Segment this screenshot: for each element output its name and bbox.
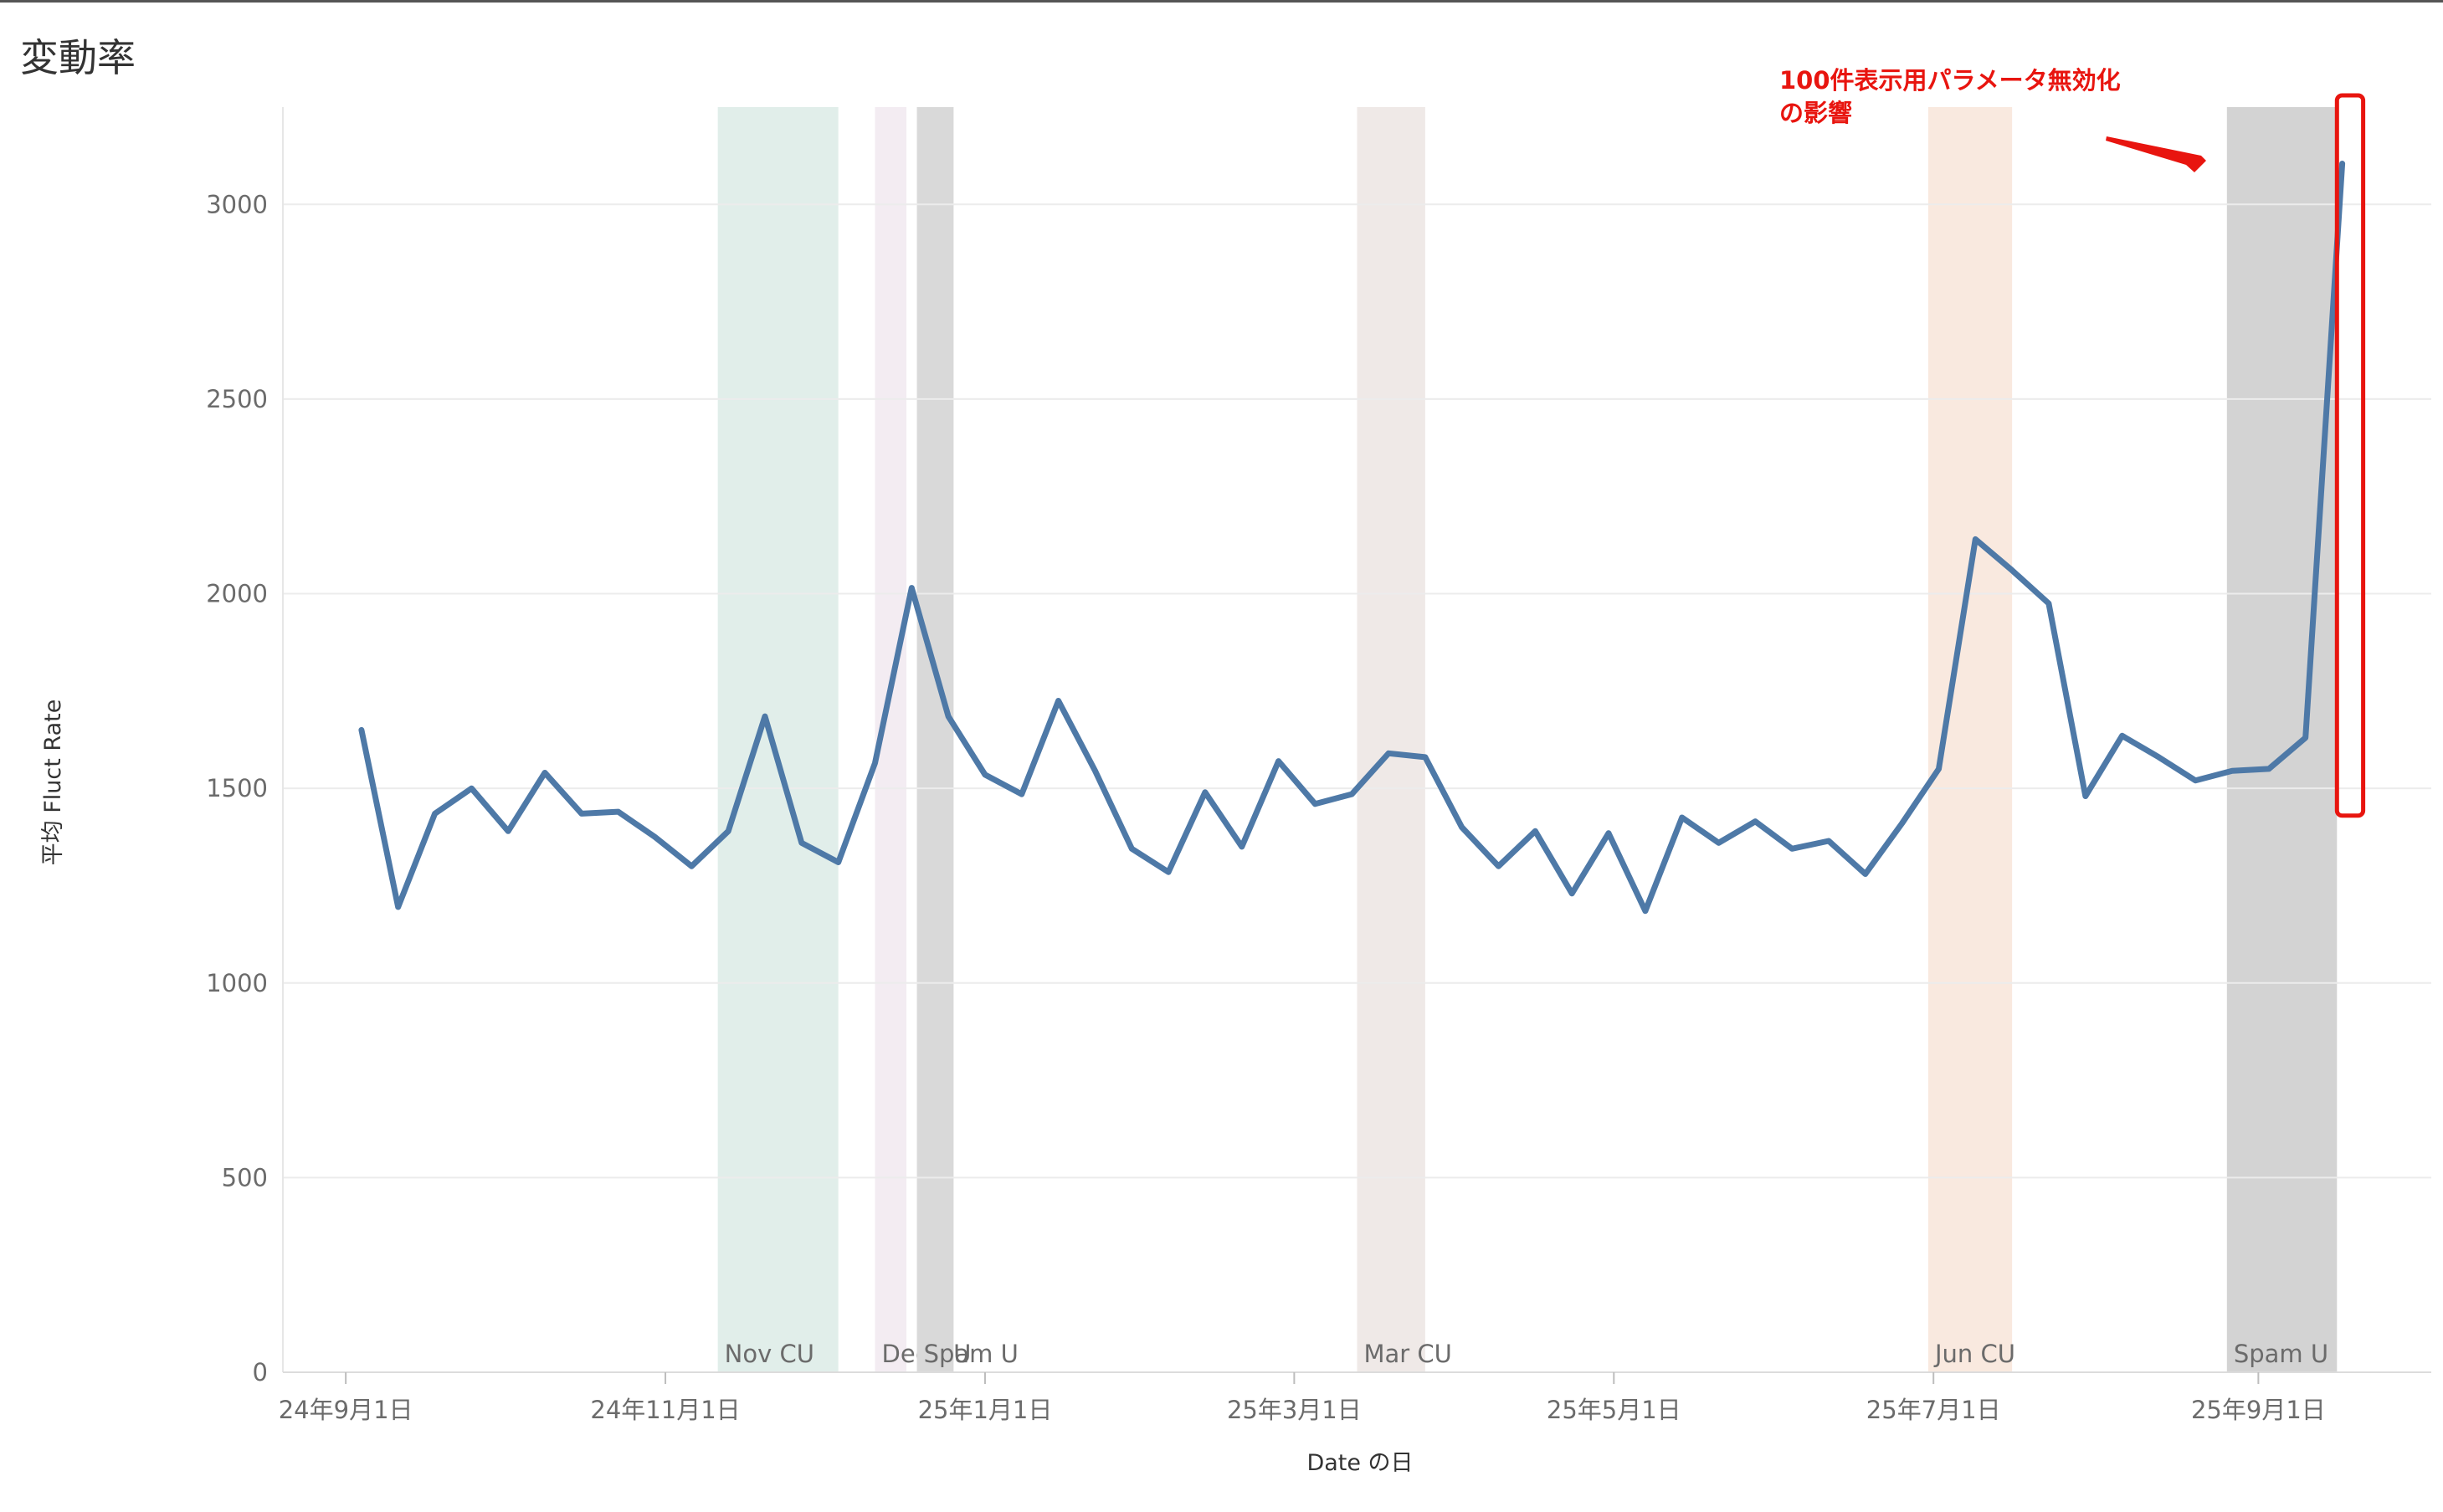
y-tick-label-5: 2500 (206, 385, 268, 413)
data-point (1092, 768, 1098, 774)
x-tick-label-0: 24年9月1日 (279, 1396, 413, 1424)
data-point (432, 811, 438, 817)
data-point (1422, 754, 1428, 760)
y-tick-label-2: 1000 (206, 969, 268, 997)
data-point (1459, 824, 1465, 830)
annotation-text-1: の影響 (1779, 99, 1852, 127)
data-point (2045, 601, 2051, 607)
data-point (1239, 843, 1245, 849)
data-point (615, 809, 621, 815)
data-point (1606, 830, 1612, 836)
y-tick-label-6: 3000 (206, 190, 268, 218)
y-tick-label-1: 500 (222, 1163, 268, 1192)
data-point (469, 786, 475, 792)
data-point (1569, 890, 1575, 896)
data-point (1973, 536, 1979, 542)
x-tick-label-3: 25年3月1日 (1227, 1396, 1362, 1424)
data-point (395, 905, 401, 910)
band-3 (1357, 107, 1425, 1372)
x-tick-label-4: 25年5月1日 (1547, 1396, 1681, 1424)
data-point (2009, 567, 2015, 573)
x-tick-label-6: 25年9月1日 (2191, 1396, 2326, 1424)
data-point (946, 714, 952, 720)
annotation-arrow (2106, 136, 2206, 172)
data-point (726, 828, 731, 834)
data-point (1936, 766, 1942, 771)
data-point (1312, 801, 1318, 807)
data-point (1825, 838, 1831, 843)
data-point (1055, 698, 1061, 704)
data-point (762, 714, 768, 720)
data-point (1496, 864, 1501, 869)
series-line-0 (358, 161, 2346, 915)
data-point (2230, 768, 2235, 774)
data-point (689, 864, 695, 869)
y-axis-title: 平均 Fluct Rate (40, 700, 66, 866)
band-5 (2226, 107, 2338, 1372)
y-tick-label-3: 1500 (206, 774, 268, 802)
annotation-text-0: 100件表示用パラメータ無効化 (1779, 66, 2121, 95)
data-point (2302, 735, 2308, 741)
x-axis-title: Date の日 (1306, 1450, 1413, 1476)
y-tick-label-4: 2000 (206, 580, 268, 608)
data-point (1349, 792, 1355, 797)
x-tick-label-5: 25年7月1日 (1866, 1396, 2001, 1424)
window-top-border (0, 0, 2443, 3)
x-tick-label-1: 24年11月1日 (590, 1396, 740, 1424)
band-label-5: Spam U (2234, 1340, 2328, 1368)
data-point (2266, 766, 2271, 771)
band-label-3: Mar CU (1364, 1340, 1452, 1368)
band-label-2: Spam U (924, 1340, 1019, 1368)
y-tick-label-0: 0 (253, 1358, 268, 1386)
data-point (1789, 846, 1795, 852)
axes-layer: 0 500 1000 1500 2000 2500 3000 24年9月1日 24年11月1日 2… (206, 107, 2431, 1424)
data-point (1679, 815, 1685, 821)
data-point (1166, 869, 1172, 875)
data-point (1753, 818, 1758, 824)
data-point (2082, 793, 2088, 799)
band-0 (717, 107, 839, 1372)
data-point (2119, 733, 2125, 739)
data-point (1386, 751, 1392, 756)
data-point (2193, 777, 2199, 783)
data-point (652, 834, 658, 840)
chart-title: 変動率 (20, 35, 136, 80)
data-point (1532, 828, 1538, 834)
data-point (835, 859, 841, 865)
band-2 (916, 107, 954, 1372)
x-tick-label-2: 25年1月1日 (918, 1396, 1053, 1424)
highlight-box (2334, 93, 2366, 818)
data-point (798, 840, 804, 846)
data-point (909, 585, 915, 591)
data-point (1899, 821, 1905, 827)
data-point (1275, 758, 1281, 764)
series-layer (358, 161, 2346, 915)
band-label-4: Jun CU (1933, 1340, 2015, 1368)
data-point (1716, 840, 1722, 846)
data-point (506, 828, 511, 834)
data-point (982, 771, 988, 777)
band-label-0: Nov CU (725, 1340, 814, 1368)
data-point (358, 727, 364, 733)
data-point (872, 760, 878, 766)
data-point (1202, 789, 1208, 795)
data-point (1019, 792, 1024, 797)
data-point (1129, 846, 1135, 852)
data-point (2156, 754, 2162, 760)
data-point (1862, 871, 1868, 877)
data-point (1642, 908, 1648, 914)
data-point (542, 770, 548, 776)
data-point (2339, 161, 2345, 167)
data-point (578, 811, 584, 817)
